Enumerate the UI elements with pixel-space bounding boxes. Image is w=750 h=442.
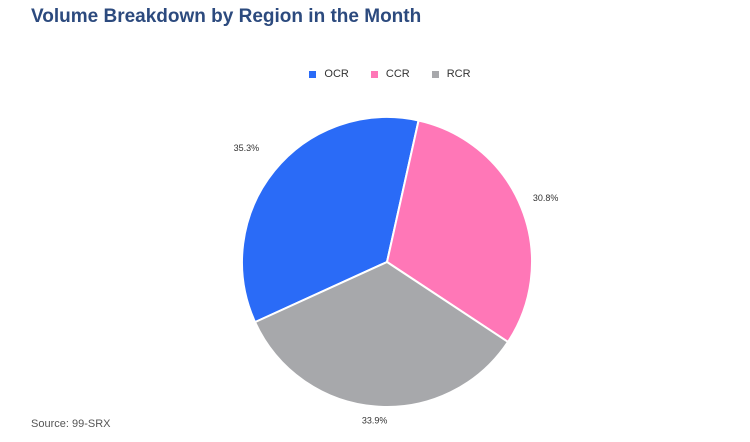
pie-label-ccr: 30.8% xyxy=(533,193,559,203)
legend-swatch-ocr xyxy=(309,70,317,78)
pie-slices xyxy=(241,116,533,408)
legend-item-ccr[interactable]: CCR xyxy=(370,68,410,80)
pie-labels: 35.3% 30.8% 33.9% xyxy=(234,143,559,426)
source-note: Source: 99-SRX xyxy=(31,418,111,430)
pie-slice-rcr[interactable] xyxy=(254,261,509,408)
legend-swatch-rcr xyxy=(431,70,439,78)
pie-label-ocr: 35.3% xyxy=(234,143,260,153)
legend-label-rcr: RCR xyxy=(446,68,471,80)
legend-item-rcr[interactable]: RCR xyxy=(431,68,471,80)
legend-label-ccr: CCR xyxy=(385,68,410,80)
legend-item-ocr[interactable]: OCR xyxy=(309,68,349,80)
legend-swatch-ccr xyxy=(370,70,378,78)
pie-slice-ccr[interactable] xyxy=(386,119,533,343)
pie-label-rcr: 33.9% xyxy=(362,416,388,426)
chart-legend: OCR CCR RCR xyxy=(0,68,750,80)
pie-slice-ocr[interactable] xyxy=(241,116,420,324)
legend-label-ocr: OCR xyxy=(324,68,349,80)
chart-title: Volume Breakdown by Region in the Month xyxy=(31,6,422,27)
